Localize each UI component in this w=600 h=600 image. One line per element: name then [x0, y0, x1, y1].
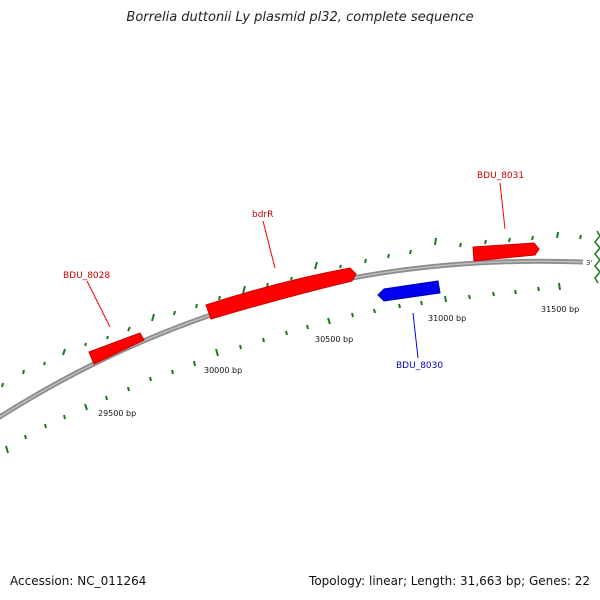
- topology-summary: Topology: linear; Length: 31,663 bp; Gen…: [309, 574, 590, 588]
- three-prime-label: 3': [586, 259, 592, 267]
- gene-label-bdr-r: bdrR: [252, 210, 273, 220]
- outer-tick-row: [1, 231, 582, 388]
- gene-bdu-8031[interactable]: BDU_8031: [472, 171, 540, 262]
- scale-label-29500: 29500 bp: [98, 409, 136, 418]
- map-title: Borrelia duttonii Ly plasmid pl32, compl…: [126, 10, 474, 25]
- scale-label-31500: 31500 bp: [541, 305, 579, 314]
- gene-label-bdu-8031: BDU_8031: [477, 171, 524, 181]
- gene-bdr-r[interactable]: bdrR: [205, 210, 357, 320]
- gene-bdu-8028[interactable]: BDU_8028: [63, 271, 145, 365]
- scale-label-30500: 30500 bp: [315, 335, 353, 344]
- scale-label-31000: 31000 bp: [428, 314, 466, 323]
- inner-tick-row: [5, 282, 561, 454]
- gene-label-bdu-8028: BDU_8028: [63, 271, 110, 281]
- gene-bdu-8030[interactable]: BDU_8030: [377, 280, 443, 371]
- scale-label-30000: 30000 bp: [204, 366, 242, 375]
- accession-label: Accession: NC_011264: [10, 574, 147, 588]
- sequence-break-marker: [594, 230, 600, 284]
- gene-label-bdu-8030: BDU_8030: [396, 361, 443, 371]
